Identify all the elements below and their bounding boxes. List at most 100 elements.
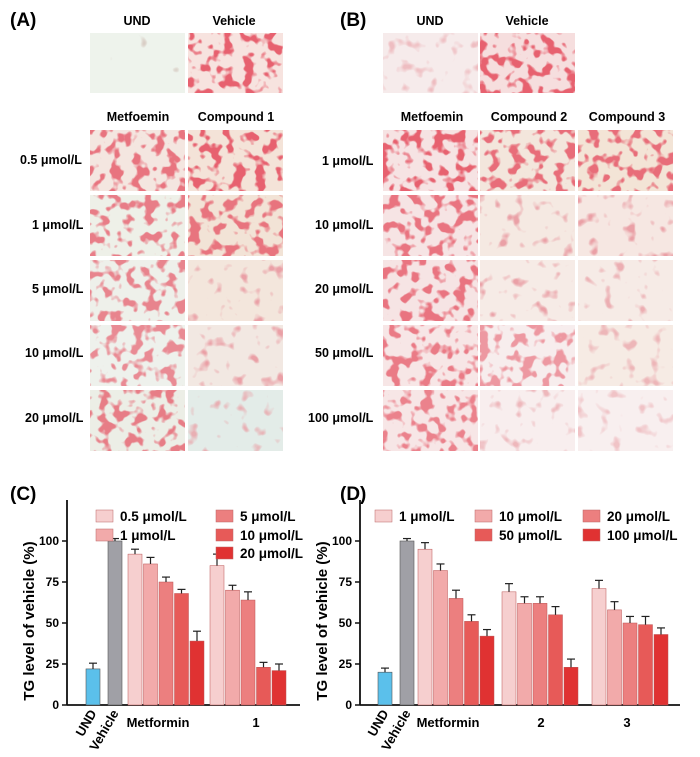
legend-swatch — [215, 546, 234, 560]
bar — [240, 599, 256, 706]
bar — [174, 593, 189, 706]
micrograph-tile — [188, 33, 283, 93]
micrograph-row-label: 100 μmol/L — [308, 411, 374, 425]
y-tick-label: 75 — [339, 575, 353, 589]
bar — [622, 622, 638, 706]
y-tick-label: 25 — [46, 657, 60, 671]
micrograph-header-compound2: Compound 2 — [491, 110, 567, 124]
y-axis-title: TG level of vehicle (%) — [314, 541, 331, 700]
legend-swatch — [474, 528, 493, 542]
micrograph-grid-a — [90, 33, 283, 451]
bar — [417, 548, 433, 706]
panel-label-a: (A) — [10, 10, 36, 31]
micrograph-tile — [480, 33, 575, 93]
bar — [464, 621, 479, 706]
micrograph-header-metformin-a: Metfoemin — [107, 110, 170, 124]
bar — [501, 591, 517, 706]
legend-label: 100 μmol/L — [607, 528, 678, 543]
micrograph-tile — [90, 390, 185, 451]
legend-swatch — [474, 509, 493, 523]
legend-label: 1 μmol/L — [399, 509, 455, 524]
micrograph-header-und-a: UND — [123, 14, 150, 28]
bar — [591, 588, 607, 706]
x-category-label: 3 — [623, 715, 630, 730]
micrograph-header-compound1: Compound 1 — [198, 110, 274, 124]
micrograph-tile — [578, 325, 673, 386]
y-tick-label: 0 — [52, 698, 59, 712]
bar-vehicle — [399, 540, 415, 706]
legend-label: 1 μmol/L — [120, 528, 176, 543]
y-tick-label: 75 — [46, 575, 60, 589]
bar — [638, 624, 653, 706]
micrograph-tile — [480, 130, 575, 191]
micrograph-tile — [90, 33, 185, 93]
panel-label-b: (B) — [340, 10, 366, 31]
micrograph-header-vehicle-a: Vehicle — [212, 14, 255, 28]
bar — [225, 589, 240, 706]
micrograph-row-label: 1 μmol/L — [32, 218, 84, 232]
micrograph-tile — [480, 390, 575, 451]
micrograph-row-label: 1 μmol/L — [322, 154, 374, 168]
micrograph-tile — [90, 130, 185, 191]
legend-label: 20 μmol/L — [240, 546, 303, 561]
legend-label: 10 μmol/L — [499, 509, 562, 524]
legend-swatch — [95, 528, 114, 542]
legend-label: 5 μmol/L — [240, 509, 296, 524]
micrograph-tile — [188, 390, 283, 451]
micrograph-row-label: 0.5 μmol/L — [20, 153, 82, 167]
micrograph-tile — [578, 130, 673, 191]
micrograph-row-label: 5 μmol/L — [32, 282, 84, 296]
bar — [256, 667, 271, 706]
bar — [563, 667, 579, 706]
y-axis-title: TG level of vehicle (%) — [21, 541, 38, 700]
legend-swatch — [582, 509, 601, 523]
legend-swatch — [374, 509, 393, 523]
micrograph-header-vehicle-b: Vehicle — [505, 14, 548, 28]
micrograph-tile — [578, 260, 673, 321]
legend-swatch — [215, 509, 234, 523]
bar — [189, 640, 205, 706]
micrograph-tile — [480, 325, 575, 386]
micrograph-row-label: 50 μmol/L — [315, 346, 374, 360]
bar — [271, 670, 287, 706]
bar — [548, 614, 563, 706]
micrograph-row-label: 10 μmol/L — [315, 218, 374, 232]
micrograph-header-compound3: Compound 3 — [589, 110, 665, 124]
bar — [158, 581, 174, 706]
micrograph-tile — [578, 195, 673, 256]
legend-swatch — [582, 528, 601, 542]
x-category-label: Metformin — [127, 715, 190, 730]
x-category-label: Metformin — [417, 715, 480, 730]
micrograph-tile — [383, 325, 478, 386]
micrograph-tile — [90, 195, 185, 256]
legend-label: 10 μmol/L — [240, 528, 303, 543]
y-tick-label: 50 — [339, 616, 353, 630]
y-tick-label: 0 — [345, 698, 352, 712]
bar — [532, 603, 548, 706]
y-tick-label: 100 — [332, 534, 352, 548]
bar — [448, 598, 464, 706]
micrograph-row-label: 10 μmol/L — [25, 346, 84, 360]
micrograph-tile — [188, 195, 283, 256]
legend-swatch — [95, 509, 114, 523]
legend-label: 0.5 μmol/L — [120, 509, 187, 524]
micrograph-tile — [90, 260, 185, 321]
panel-label-c: (C) — [10, 484, 36, 505]
bar-vehicle — [107, 540, 123, 706]
x-category-label: 1 — [252, 715, 259, 730]
y-tick-label: 25 — [339, 657, 353, 671]
micrograph-tile — [383, 390, 478, 451]
micrograph-row-label: 20 μmol/L — [315, 282, 374, 296]
bar — [433, 570, 448, 706]
panel-label-d: (D) — [340, 484, 366, 505]
micrograph-tile — [188, 260, 283, 321]
bar-und — [85, 668, 101, 706]
micrograph-tile — [188, 130, 283, 191]
micrograph-tile — [578, 390, 673, 451]
micrograph-header-und-b: UND — [416, 14, 443, 28]
micrograph-tile — [188, 325, 283, 386]
micrograph-tile — [480, 260, 575, 321]
